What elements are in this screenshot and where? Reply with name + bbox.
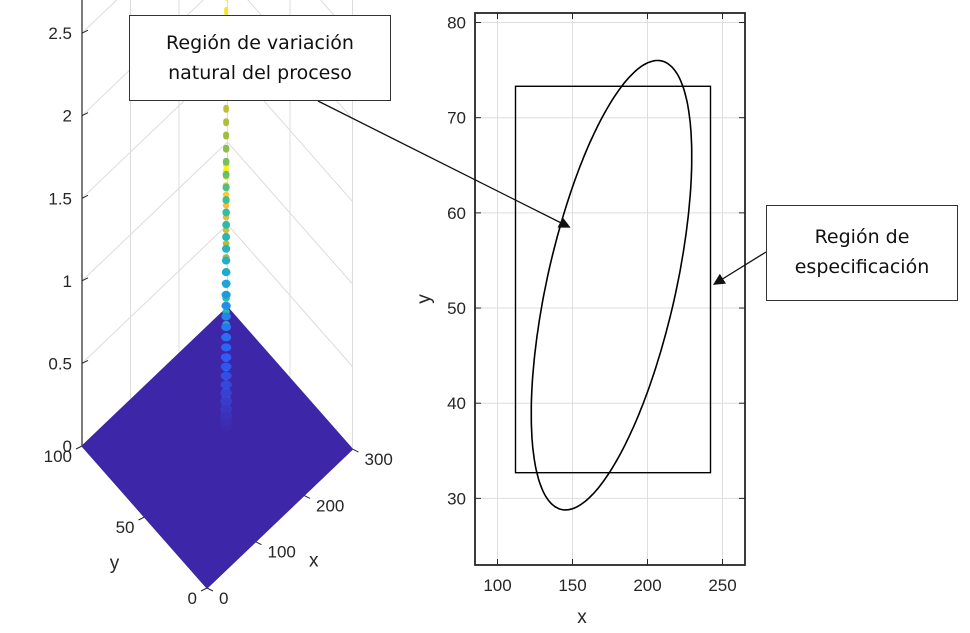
surface-band-38 (222, 191, 230, 198)
surface-ridge-21 (222, 232, 231, 241)
surface-ridge-31 (223, 104, 229, 113)
grid-wall-z-2 (81, 141, 353, 285)
z-tick-5 (81, 29, 89, 34)
x-tick-label-2: 200 (316, 496, 344, 515)
y-axis-label: y (110, 553, 120, 574)
surface-ridge-4 (220, 404, 233, 413)
y-tick-2 (75, 445, 83, 450)
z-tick-label-3: 1.5 (48, 189, 72, 208)
x2-tick-label-3: 250 (708, 576, 736, 595)
y-tick-label-2: 100 (44, 447, 72, 466)
surface-band-37 (222, 202, 230, 209)
surface-ridge-29 (223, 131, 230, 140)
y2-tick-label-4: 70 (447, 109, 466, 128)
x-tick-2 (303, 494, 311, 499)
surface (81, 0, 354, 589)
surface-ridge-6 (220, 389, 232, 398)
surface-ridge-10 (220, 353, 232, 362)
y-tick-label-1: 50 (116, 518, 135, 537)
surface-band-35 (222, 227, 230, 234)
y-tick-1 (138, 516, 145, 521)
y-tick-label-0: 0 (188, 589, 197, 608)
callout-process-line-1: Región de variación (166, 32, 354, 54)
back-wall (82, 0, 228, 446)
surface-ridge-13 (221, 323, 232, 332)
x-tick-0 (206, 587, 214, 592)
surface-band-34 (222, 240, 230, 247)
surface-ridge-39 (224, 0, 228, 1)
y2-tick-label-5: 80 (447, 14, 466, 33)
surface-ridge-26 (222, 170, 230, 179)
x-tick-label-3: 300 (365, 450, 393, 469)
surface-ridge-9 (220, 362, 232, 371)
surface-ridge-25 (222, 183, 230, 192)
plot-frame (474, 12, 746, 566)
callout-spec-region: Región de especificación (766, 205, 958, 301)
surface-ridge-15 (221, 301, 231, 310)
surface-ridge-22 (222, 220, 230, 229)
y2-tick-label-0: 30 (447, 489, 466, 508)
x-tick-1 (255, 541, 262, 546)
surface-ridge-8 (220, 371, 232, 380)
surface-ridge-23 (222, 208, 230, 217)
surface-ridge-5 (220, 397, 232, 406)
z-tick-label-1: 0.5 (48, 354, 72, 373)
z-tick-1 (81, 359, 89, 364)
surface-ridge-28 (223, 144, 230, 153)
x2-tick-label-1: 150 (558, 576, 586, 595)
z-tick-label-4: 2 (63, 107, 72, 126)
surface-ridge-2 (219, 418, 233, 427)
surface-ridge-30 (223, 118, 229, 127)
surface-ridge-17 (221, 279, 231, 288)
y2-axis-label: y (414, 294, 435, 304)
surface-ridge-3 (220, 411, 233, 420)
y2-tick-label-3: 60 (447, 204, 466, 223)
z-tick-2 (81, 277, 89, 282)
surface-ridge-16 (221, 290, 231, 299)
specification-rectangle (514, 85, 712, 474)
surface-ridge-7 (220, 380, 232, 389)
x2-tick-label-2: 200 (633, 576, 661, 595)
surface-ridge-12 (221, 333, 232, 342)
y2-tick-label-2: 50 (447, 299, 466, 318)
callout-spec-line-1: Región de (814, 226, 910, 248)
x-tick-label-1: 100 (268, 543, 296, 562)
callout-spec-line-2: especificación (794, 256, 930, 278)
z-tick-label-0: 0 (63, 437, 72, 456)
surface-ridge-18 (221, 268, 231, 277)
y2-tick-label-1: 40 (447, 394, 466, 413)
x-tick-label-0: 0 (219, 589, 228, 608)
callout-process-line-2: natural del proceso (168, 62, 352, 84)
process-ellipse (530, 59, 693, 511)
surface-ridge-19 (221, 256, 231, 265)
callout-process-region: Región de variación natural del proceso (129, 15, 391, 101)
x-axis-label: x (309, 551, 319, 572)
surface-ridge-14 (221, 312, 231, 321)
z-tick-3 (81, 194, 89, 199)
surface-ridge-38 (224, 7, 229, 15)
surface-ridge-11 (220, 343, 232, 352)
z-tick-label-2: 1 (63, 272, 72, 291)
y-tick-0 (200, 587, 208, 592)
x2-tick-label-0: 100 (483, 576, 511, 595)
x-tick-3 (352, 448, 359, 453)
z-tick-label-5: 2.5 (48, 24, 72, 43)
surface-ridge-20 (222, 244, 231, 253)
surface-ridge-27 (222, 157, 230, 166)
x2-axis-label: x (577, 607, 587, 628)
surface-ridge-24 (222, 196, 230, 204)
z-tick-4 (81, 112, 89, 117)
